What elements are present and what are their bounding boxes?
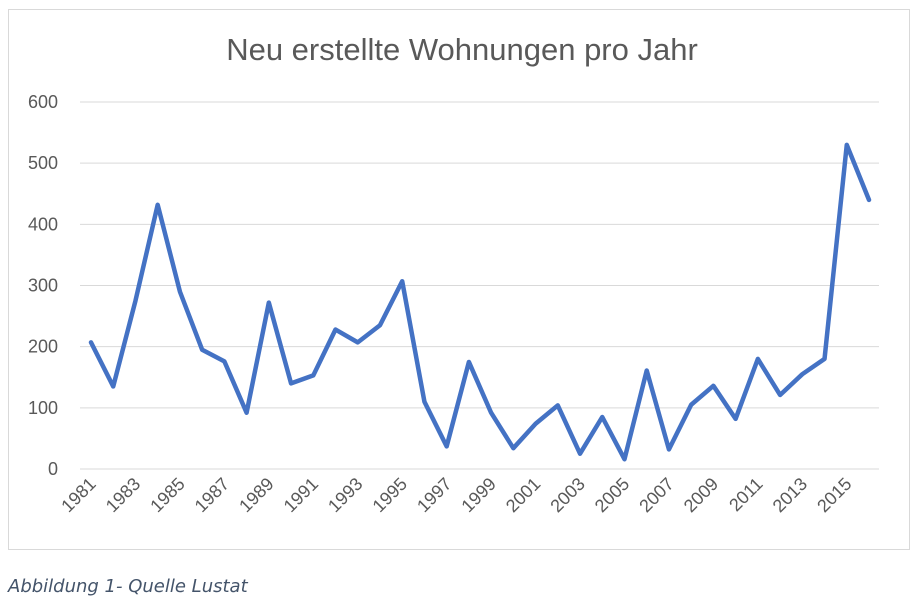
x-tick-label: 2011 (725, 474, 767, 516)
y-axis-tick-labels: 0 100 200 300 400 500 600 (28, 92, 58, 479)
x-tick-label: 1991 (280, 474, 322, 516)
x-tick-label: 1997 (413, 474, 455, 516)
x-tick-label: 1983 (102, 474, 144, 516)
x-tick-label: 2015 (813, 474, 855, 516)
y-tick-label: 200 (28, 337, 58, 357)
x-tick-label: 2009 (680, 474, 722, 516)
x-tick-label: 1987 (191, 474, 233, 516)
series-line-0 (88, 142, 872, 462)
y-tick-label: 300 (28, 276, 58, 296)
x-axis-tick-labels: 1981 1983 1985 1987 1989 1991 1993 1995 1997 1999… (57, 474, 855, 516)
line-chart: Neu erstellte Wohnungen pro Jahr 0 100 200… (28, 32, 879, 516)
x-tick-label: 2003 (546, 474, 588, 516)
x-tick-label: 1993 (324, 474, 366, 516)
chart-title: Neu erstellte Wohnungen pro Jahr (226, 32, 698, 67)
gridlines (80, 101, 879, 470)
x-tick-label: 1981 (57, 474, 99, 516)
y-tick-label: 0 (48, 459, 58, 479)
x-tick-label: 2001 (502, 474, 544, 516)
x-tick-label: 1995 (369, 474, 411, 516)
series-layer (88, 142, 872, 462)
y-tick-label: 600 (28, 92, 58, 112)
x-tick-label: 2007 (635, 474, 677, 516)
y-tick-label: 100 (28, 398, 58, 418)
x-tick-label: 2013 (769, 474, 811, 516)
x-tick-label: 1999 (457, 474, 499, 516)
x-tick-label: 1985 (146, 474, 188, 516)
y-tick-label: 400 (28, 214, 58, 234)
x-tick-label: 1989 (235, 474, 277, 516)
y-tick-label: 500 (28, 153, 58, 173)
figure-caption: Abbildung 1- Quelle Lustat (8, 576, 248, 597)
x-tick-label: 2005 (591, 474, 633, 516)
chart-area (8, 9, 910, 550)
